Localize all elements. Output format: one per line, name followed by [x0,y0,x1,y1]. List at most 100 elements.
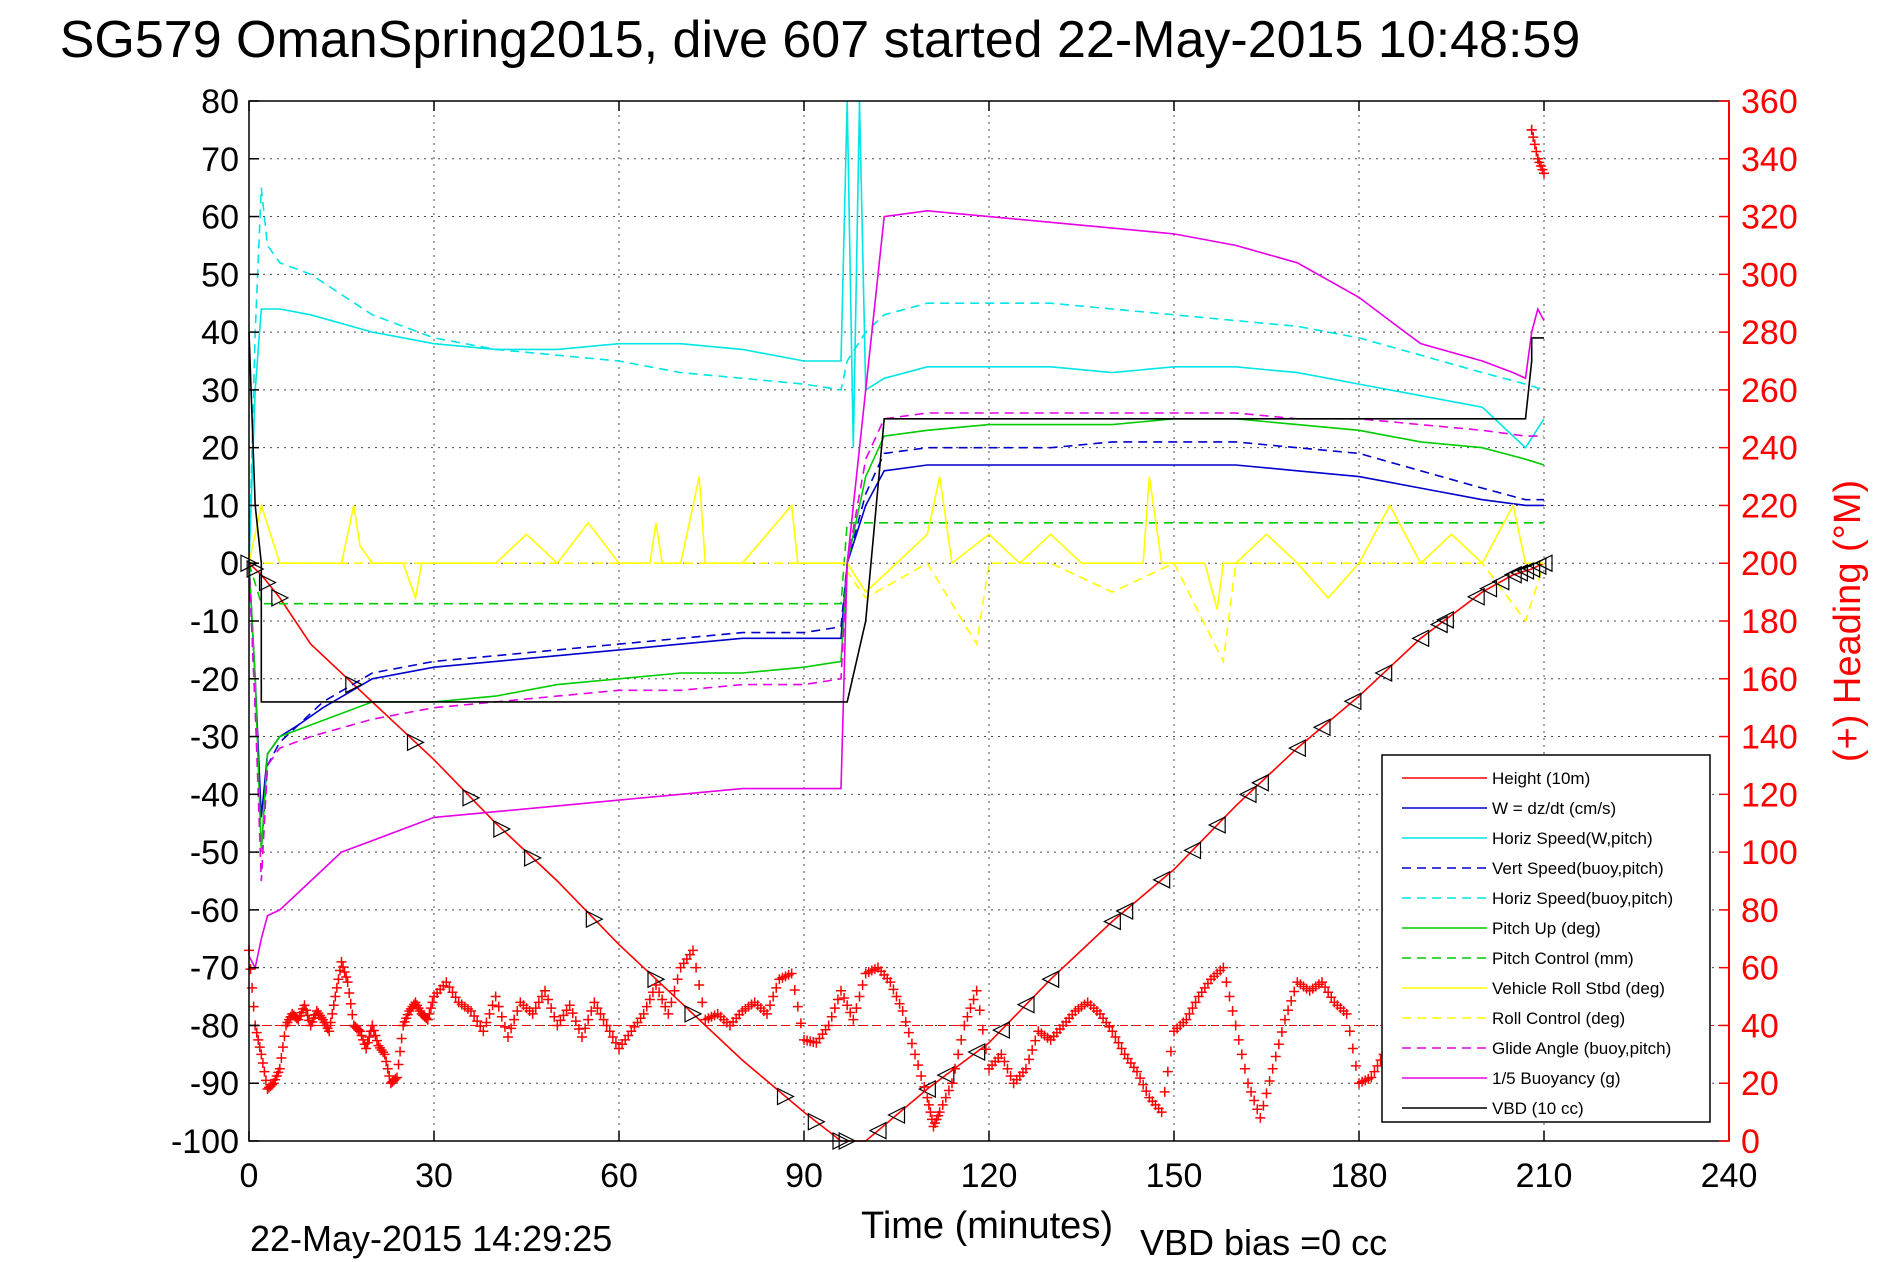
heading-point [1116,1043,1127,1054]
heading-point [959,1020,970,1031]
heading-point [1264,1076,1275,1087]
heading-point [509,1014,520,1025]
heading-point [274,1063,285,1074]
footer-vbd-bias: VBD bias =0 cc [1140,1222,1387,1262]
y2-tick-label: 260 [1741,372,1798,410]
heading-point [338,961,349,972]
heading-point [688,945,698,956]
y-tick-label: 0 [220,545,239,583]
heading-point [1286,995,1297,1006]
height-marker [868,1121,887,1140]
series-w-dz-dt-cm-s [248,464,1544,818]
heading-point [1233,1034,1244,1045]
heading-point [1528,132,1539,143]
y-axis-left: 80 70 60 50 40 30 20 10 0 -10 -20 -30 -40 -50 -60 -70 -8… [171,83,259,1161]
y2-tick-label: 180 [1741,603,1798,641]
x-tick-label: 210 [1516,1157,1573,1195]
heading-point [540,985,550,996]
heading-point [851,1003,862,1014]
heading-point [1187,1003,1198,1014]
heading-point [484,1008,495,1019]
heading-point [1341,1008,1352,1019]
heading-point [1002,1063,1013,1074]
x-tick-label: 90 [785,1157,823,1195]
heading-point [324,1026,335,1037]
y-tick-label: 80 [201,83,239,121]
heading-point [943,1085,954,1096]
heading-point [333,974,344,985]
heading-point [1159,1086,1170,1097]
legend-label: 1/5 Buoyancy (g) [1492,1069,1621,1088]
heading-point [1141,1086,1152,1097]
x-tick-label: 150 [1146,1157,1203,1195]
series-vehicle-roll-stbd-deg [248,476,1544,610]
heading-point [1526,124,1537,135]
height-marker [1516,561,1535,580]
heading-point [396,1033,407,1044]
y2-tick-label: 340 [1741,141,1798,179]
height-marker [1411,629,1430,648]
heading-point [923,1099,934,1110]
heading-point [795,1018,806,1029]
y-axis-right: 3603403203002802602402202001801601401201… [1719,83,1798,1161]
heading-point [336,956,347,967]
heading-point [900,1016,911,1027]
heading-point [589,997,600,1008]
y-tick-label: 70 [201,141,239,179]
heading-point [836,985,846,996]
legend-label: Roll Control (deg) [1492,1009,1625,1028]
y-tick-label: -70 [190,950,239,988]
y2-tick-label: 160 [1741,661,1798,699]
heading-point [885,977,896,988]
heading-point [848,1014,859,1025]
heading-point [940,1092,951,1103]
heading-point [1005,1071,1016,1081]
heading-point [1320,982,1331,993]
y-tick-label: -60 [190,892,239,930]
x-axis-label: Time (minutes) [861,1205,1113,1247]
heading-point [888,984,899,995]
height-marker [345,675,364,694]
series-pitch-control-mm [248,521,1544,605]
heading-point [1110,1032,1121,1042]
heading-point [381,1056,392,1067]
heading-point [447,987,458,998]
heading-point [771,982,782,993]
heading-points [244,124,1729,1132]
heading-point [857,980,868,990]
heading-point [390,1073,401,1084]
height-marker [271,588,290,607]
heading-point [1529,139,1540,150]
height-marker [1374,664,1393,682]
heading-point [276,1052,287,1063]
heading-point [493,1001,504,1012]
heading-point [906,1038,917,1049]
legend-label: Pitch Control (mm) [1492,949,1634,968]
heading-point [1369,1066,1380,1077]
heading-point [1132,1066,1142,1077]
heading-point [245,964,256,975]
heading-point [371,1035,382,1046]
heading-point [344,987,355,998]
heading-point [598,1014,609,1025]
height-marker [967,1043,986,1061]
heading-point [364,1032,375,1042]
heading-point [379,1049,390,1060]
heading-point [367,1020,378,1031]
heading-point [361,1043,372,1054]
heading-point [382,1063,393,1074]
heading-point [897,1006,908,1016]
heading-point [331,982,342,993]
heading-point [577,1032,587,1042]
x-tick-label: 0 [240,1157,259,1195]
heading-point [277,1042,288,1053]
y-tick-label: -10 [190,603,239,641]
y-tick-label: -80 [190,1007,239,1045]
heading-point [327,1008,338,1019]
heading-point [792,1001,803,1012]
y2-tick-label: 220 [1741,487,1798,525]
heading-point [953,1049,964,1060]
heading-point [965,1003,976,1014]
height-marker [776,1087,795,1106]
heading-point [395,1046,406,1057]
